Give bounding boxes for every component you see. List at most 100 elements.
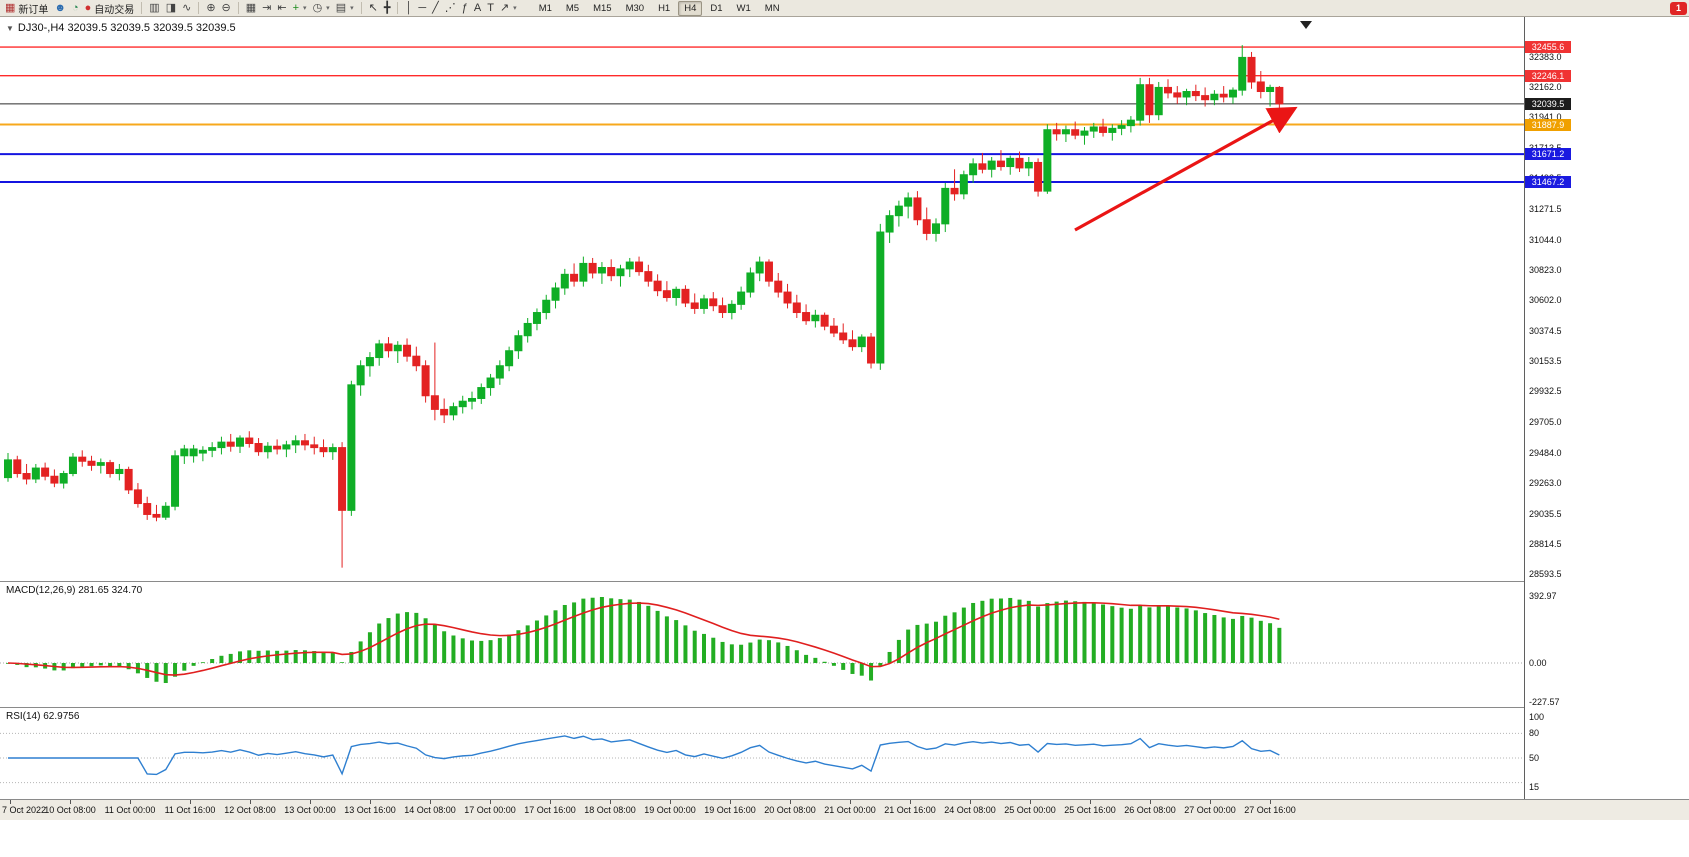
text-icon[interactable]: A [471, 1, 484, 16]
candle [700, 294, 708, 314]
zoom-in-icon[interactable]: ⊕ [203, 1, 218, 16]
trendline-icon[interactable]: ╱ [429, 1, 442, 16]
candle [477, 383, 486, 404]
timeframe-mn[interactable]: MN [764, 2, 780, 14]
channel-icon[interactable]: ⋰ [442, 1, 459, 16]
rsi-panel[interactable] [0, 708, 1524, 799]
candle [551, 282, 560, 309]
autotrading-button[interactable]: ● 自动交易 [82, 1, 138, 16]
trend-arrow[interactable] [1074, 106, 1298, 232]
candle [607, 259, 616, 282]
candle [254, 438, 263, 456]
price-axis-label: 30823.0 [1529, 264, 1562, 275]
candle [978, 152, 987, 174]
line-chart-icon[interactable]: ∿ [179, 1, 194, 16]
indicators-button[interactable]: + ▾ [290, 1, 310, 16]
timeframe-m15[interactable]: M15 [593, 2, 612, 14]
timeframe-m1[interactable]: M1 [538, 2, 552, 14]
rsi-axis[interactable]: 100 80 50 15 [1524, 707, 1689, 799]
horizontal-line-icon[interactable]: ─ [415, 1, 429, 16]
macd-histogram-bar [599, 597, 604, 663]
chart-title: ▼ DJ30-,H4 32039.5 32039.5 32039.5 32039… [6, 22, 236, 34]
periods-button[interactable]: ◷ ▾ [310, 1, 333, 16]
time-tick [610, 800, 611, 804]
macd-histogram-bar [572, 602, 577, 663]
time-axis-label: 27 Oct 00:00 [1184, 805, 1236, 815]
macd-histogram-bar [1008, 597, 1013, 663]
price-axis-label: 29932.5 [1529, 386, 1562, 397]
new-order-button[interactable]: ▦ 新订单 [2, 1, 51, 16]
timeframe-w1[interactable]: W1 [736, 2, 751, 14]
macd-histogram-bar [479, 640, 484, 663]
auto-scroll-icon[interactable]: ⇥ [259, 1, 274, 16]
macd-histogram-bar [581, 598, 586, 663]
price-axis[interactable]: 32383.032162.031941.031713.531492.531271… [1524, 17, 1689, 581]
candle [932, 218, 940, 242]
data-window-icon[interactable]: ◔ [69, 1, 82, 16]
templates-button[interactable]: ▤ ▾ [333, 1, 357, 16]
macd-panel[interactable] [0, 582, 1524, 707]
profile-icon[interactable]: ☻ [51, 1, 69, 16]
macd-histogram-bar [702, 633, 706, 663]
time-tick [370, 800, 371, 804]
candle [50, 469, 59, 488]
macd-histogram-bar [748, 642, 753, 663]
time-axis-label: 27 Oct 16:00 [1244, 805, 1296, 815]
macd-histogram-bar [24, 663, 29, 668]
macd-histogram-bar [1166, 606, 1170, 663]
macd-histogram-bar [302, 650, 307, 663]
crosshair-icon[interactable]: ╋ [381, 1, 394, 16]
text-label-icon[interactable]: T [484, 1, 497, 16]
timeframe-d1[interactable]: D1 [710, 2, 723, 14]
main-chart-canvas[interactable] [0, 17, 1524, 581]
horizontal-line-icon-icon: ─ [418, 1, 427, 14]
zoom-out-icon[interactable]: ⊖ [219, 1, 234, 16]
candle [542, 294, 551, 320]
fibonacci-icon[interactable]: ƒ [459, 1, 471, 16]
macd-histogram-bar [989, 598, 994, 663]
candle [987, 157, 996, 178]
time-tick [1030, 800, 1031, 804]
macd-histogram-bar [1054, 601, 1059, 663]
candle [13, 455, 22, 478]
macd-histogram-bar [497, 638, 502, 663]
candle [1275, 86, 1284, 111]
time-axis-border [0, 799, 1689, 800]
macd-histogram-bar [1082, 601, 1087, 663]
notification-badge[interactable]: 1 [1670, 2, 1687, 15]
macd-histogram-bar [971, 602, 976, 663]
candle [1015, 151, 1024, 173]
candle [319, 439, 328, 458]
rsi-axis-label: 80 [1529, 728, 1540, 739]
bar-chart-icon-icon: ▥ [149, 1, 160, 14]
macd-histogram-bar [609, 598, 614, 663]
tile-windows-icon[interactable]: ▦ [243, 1, 259, 16]
arrows-button[interactable]: ↗ ▾ [497, 1, 520, 16]
timeframe-toolbar: M1 M5 M15 M30 H1 H4 D1 W1 MN [532, 0, 787, 16]
chart-shift-marker[interactable] [1300, 21, 1312, 29]
candle [1052, 122, 1061, 141]
timeframe-h1[interactable]: H1 [658, 2, 671, 14]
macd-histogram-bar [210, 659, 215, 663]
macd-histogram-bar [98, 663, 103, 666]
cursor-icon[interactable]: ↖ [366, 1, 381, 16]
macd-axis[interactable]: 392.97 0.00 -227.57 [1524, 581, 1689, 707]
one-click-trading-toggle[interactable]: ▼ [6, 23, 14, 33]
candle [662, 281, 671, 302]
chart-shift-icon[interactable]: ⇤ [274, 1, 289, 16]
candle [1024, 157, 1033, 177]
bar-chart-icon[interactable]: ▥ [146, 1, 162, 16]
macd-histogram-bar [470, 640, 474, 663]
timeframe-m30[interactable]: M30 [625, 2, 645, 14]
timeframe-h4[interactable]: H4 [678, 0, 703, 16]
candle [59, 470, 68, 489]
time-axis-label: 17 Oct 16:00 [524, 805, 576, 815]
time-axis[interactable]: 7 Oct 2022 10 Oct 08:00 11 Oct 00:00 11 Oct… [0, 800, 1689, 820]
timeframe-m5[interactable]: M5 [565, 2, 580, 14]
vertical-line-icon[interactable]: │ [402, 1, 415, 16]
candle [746, 267, 755, 298]
candlestick-chart-icon[interactable]: ◨ [163, 1, 179, 16]
candle [867, 332, 876, 369]
time-tick [490, 800, 491, 804]
chevron-down-icon: ▾ [350, 5, 354, 12]
